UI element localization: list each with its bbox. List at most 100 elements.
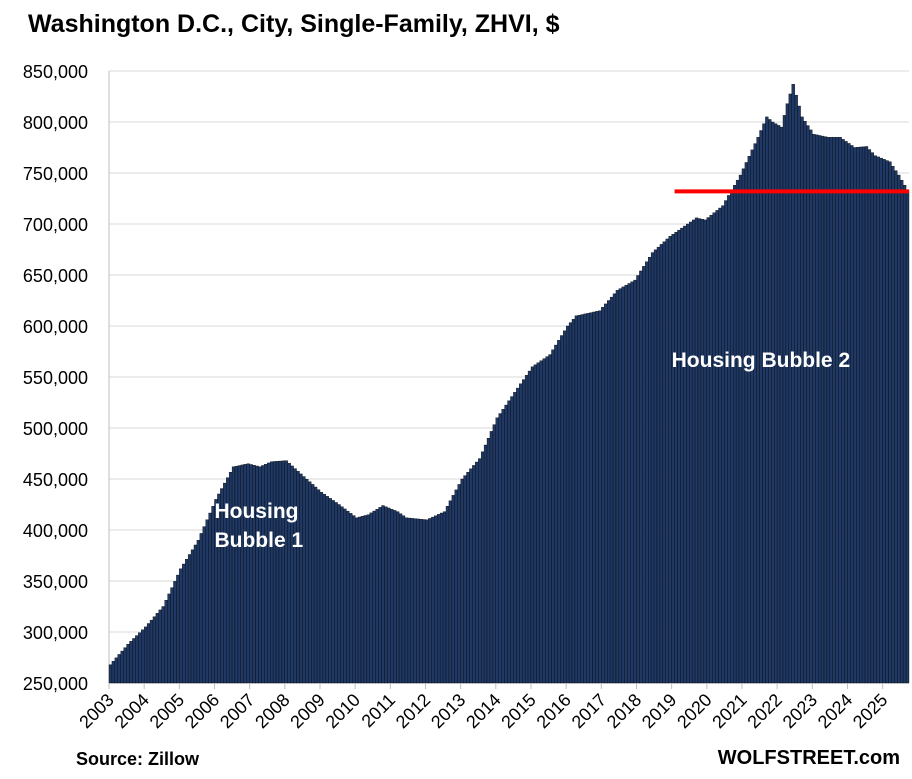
x-tick-label: 2020 [673,690,715,732]
annotation-label: Housing [214,500,298,523]
bar [498,413,502,684]
bar [158,609,162,684]
bar [791,84,795,684]
bar [428,518,432,684]
bar [891,166,895,684]
bar [756,137,760,684]
bar [305,478,309,684]
bar [835,137,839,684]
bar [815,134,819,684]
bar [897,174,901,684]
bar [548,354,552,684]
bar [492,424,496,684]
bar [706,217,710,684]
bar [334,502,338,684]
bar [205,519,209,684]
bar [234,465,239,684]
bar [489,431,494,684]
bar [829,137,833,684]
bar [281,460,285,684]
bar [788,93,792,684]
bar [776,125,781,684]
bar [905,190,910,684]
bar [284,460,288,684]
bar [173,581,177,684]
bar [864,146,869,684]
bar [357,516,362,684]
bar [604,303,608,684]
bar [718,207,722,684]
y-tick-label: 350,000 [23,572,88,592]
source-note: Source: Zillow [76,749,200,769]
bar [360,516,365,684]
bar [686,223,690,684]
bar [454,489,458,684]
x-tick-label: 2011 [358,690,400,732]
bar [120,650,124,684]
bar [867,149,872,684]
bar [431,516,435,684]
x-tick-label: 2017 [568,690,610,732]
bar [691,219,696,684]
bar [308,481,312,684]
y-tick-label: 250,000 [23,674,88,694]
bar [636,275,640,684]
bar [577,314,581,684]
bar [363,515,368,684]
y-tick-label: 700,000 [23,215,88,235]
x-tick-label: 2008 [251,690,293,732]
bar [650,252,655,684]
bar [164,600,168,684]
bar [844,141,848,684]
bar [589,312,593,684]
bar [879,157,883,684]
bar [809,129,813,684]
bar [738,174,743,684]
y-axis-tick-labels: 250,000 300,000 350,000 400,000 450,000 500,0… [23,62,88,694]
y-tick-label: 500,000 [23,419,88,439]
bar [727,195,731,684]
bar [771,121,775,684]
bar [703,219,707,684]
bar [185,559,189,684]
bar [249,464,253,684]
bar [668,236,672,684]
bar [167,593,171,684]
x-tick-label: 2022 [744,690,786,732]
y-tick-label: 400,000 [23,521,88,541]
bar [768,119,772,684]
y-tick-label: 600,000 [23,317,88,337]
bar [697,218,702,684]
x-tick-label: 2012 [392,690,434,732]
bar [665,238,669,684]
x-tick-label: 2005 [146,690,188,732]
bar [803,121,807,684]
y-tick-label: 650,000 [23,266,88,286]
bar [182,563,186,684]
bar [592,311,596,684]
bar [551,349,555,684]
bar [237,465,242,684]
bar [656,246,661,684]
bar [586,313,590,684]
bar [554,344,558,684]
bar [193,544,198,684]
y-tick-label: 300,000 [23,623,88,643]
bar [302,476,306,684]
x-tick-label: 2009 [286,690,328,732]
bar [390,509,394,684]
bar [712,212,716,684]
bar [674,231,678,684]
bar [126,644,130,684]
bar [870,152,875,684]
bar [735,179,740,684]
bar [278,460,283,684]
bar [885,160,889,684]
bar [838,137,842,684]
bar [478,458,482,684]
bar [152,616,157,684]
x-tick-label: 2003 [75,690,117,732]
bar [422,519,426,684]
bar [366,514,370,684]
bar [850,145,854,684]
